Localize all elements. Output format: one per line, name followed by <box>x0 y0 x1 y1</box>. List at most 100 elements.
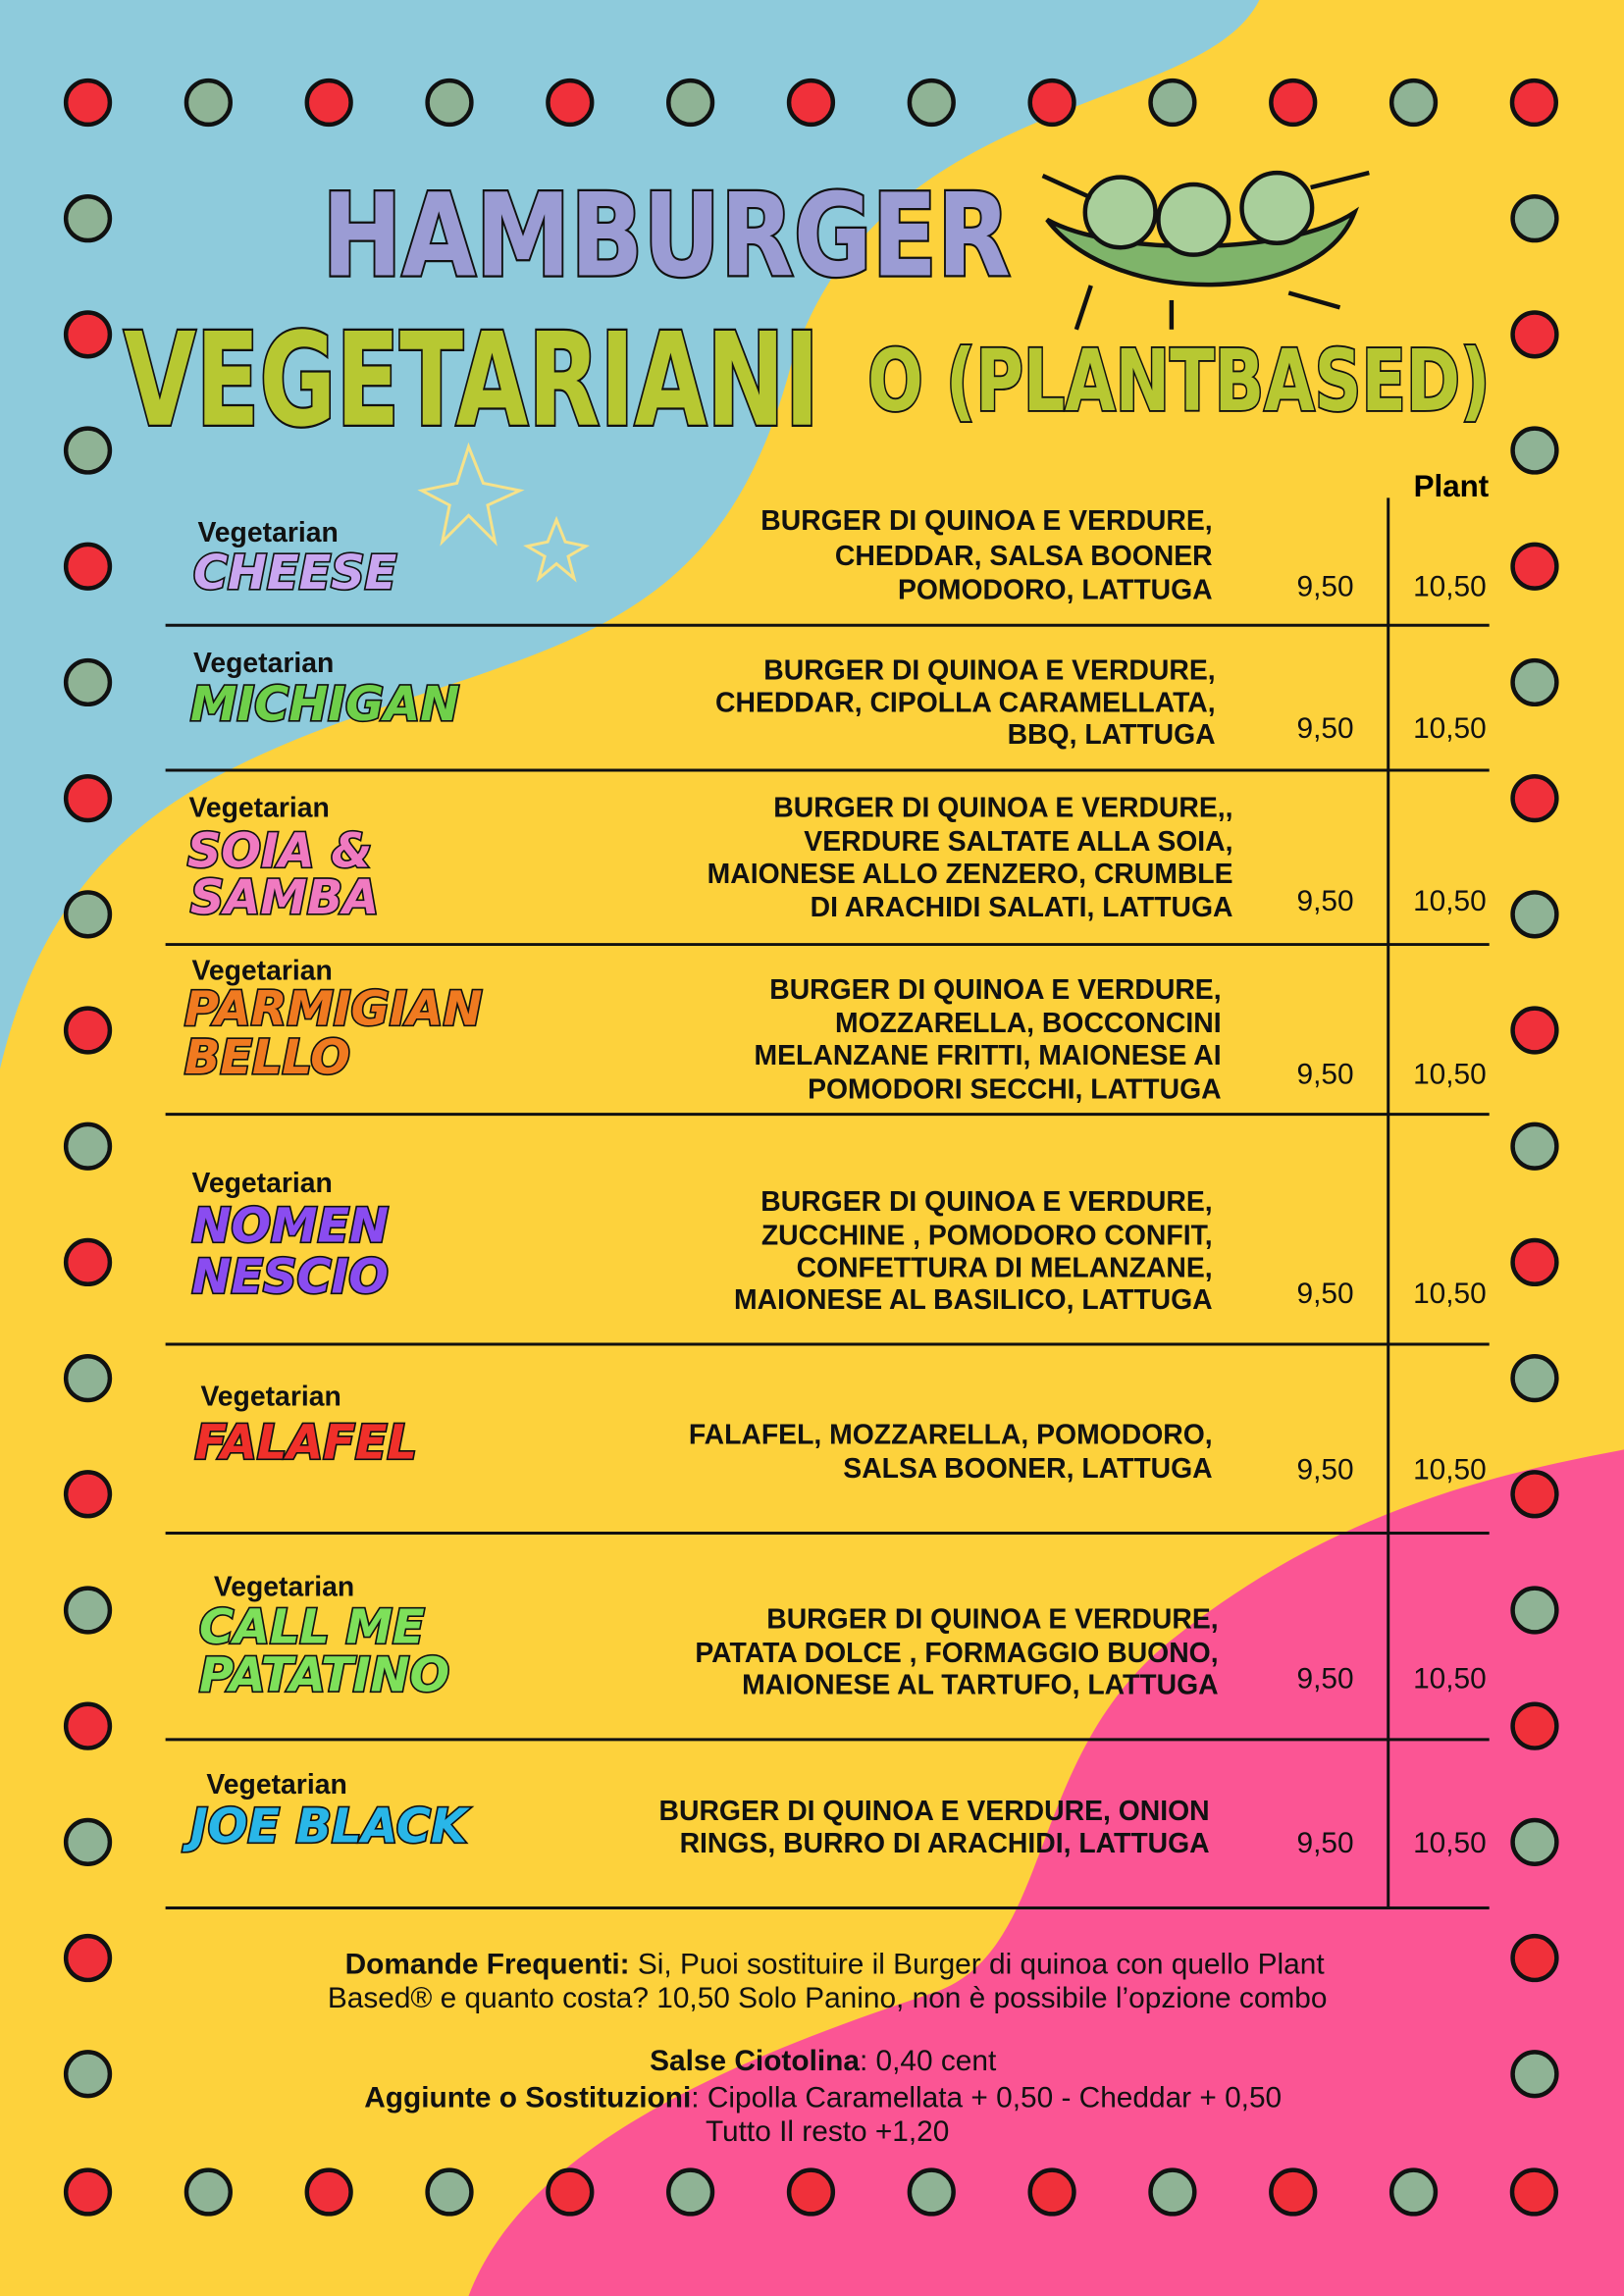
dot <box>63 1933 113 1983</box>
dot <box>63 310 113 359</box>
dot <box>1510 2050 1559 2099</box>
item-name: CALL ME <box>199 1600 425 1654</box>
item-name: PARMIGIAN <box>184 983 482 1037</box>
item-tag: Vegetarian <box>197 517 338 548</box>
item-tag: Vegetarian <box>214 1572 354 1603</box>
item-description: CONFETTURA DI MELANZANE, <box>797 1252 1213 1283</box>
item-description: CHEDDAR, CIPOLLA CARAMELLATA, <box>715 687 1216 718</box>
item-name: SOIA & <box>187 824 372 878</box>
dot <box>183 2167 233 2217</box>
item-plant-price: 10,50 <box>1413 1663 1487 1696</box>
dot <box>1388 2167 1439 2217</box>
item-description: CHEDDAR, SALSA BOONER <box>835 541 1213 572</box>
sauce-text: : 0,40 cent <box>860 2045 997 2077</box>
item-tag: Vegetarian <box>189 793 330 824</box>
extras-rest: Tutto Il resto +1,20 <box>706 2115 949 2148</box>
dot <box>1269 78 1318 128</box>
faq-label: Domande Frequenti: <box>345 1949 630 1981</box>
item-plant-price: 10,50 <box>1413 1278 1487 1310</box>
dot <box>63 1817 113 1866</box>
dot <box>1510 310 1559 359</box>
dot <box>786 2167 836 2217</box>
item-description: RINGS, BURRO DI ARACHIDI, LATTUGA <box>680 1828 1210 1859</box>
dot <box>1027 2167 1076 2217</box>
item-tag: Vegetarian <box>206 1769 346 1800</box>
dot <box>1510 1470 1559 1519</box>
dot <box>1510 194 1559 243</box>
item-price: 9,50 <box>1297 712 1354 745</box>
item-price: 9,50 <box>1297 1058 1354 1090</box>
item-plant-price: 10,50 <box>1413 1453 1487 1486</box>
dot <box>666 78 715 128</box>
dot <box>1510 1237 1559 1287</box>
item-description: BBQ, LATTUGA <box>1008 719 1216 751</box>
item-price: 9,50 <box>1297 885 1354 917</box>
dot <box>907 78 956 128</box>
dot <box>425 78 474 128</box>
dot <box>63 1122 113 1171</box>
item-tag: Vegetarian <box>191 1168 332 1199</box>
item-plant-price: 10,50 <box>1413 1827 1487 1859</box>
item-plant-price: 10,50 <box>1413 885 1487 917</box>
dot <box>63 426 113 475</box>
item-name: JOE BLACK <box>183 1800 470 1853</box>
item-plant-price: 10,50 <box>1413 712 1487 745</box>
dot <box>63 78 113 128</box>
extras-line: Aggiunte o Sostituzioni: Cipolla Caramel… <box>364 2081 1282 2113</box>
dot <box>63 1237 113 1287</box>
dot <box>1510 426 1559 475</box>
item-price: 9,50 <box>1297 1278 1354 1310</box>
item-price: 9,50 <box>1297 570 1354 602</box>
dot <box>63 1353 113 1403</box>
item-name: FALAFEL <box>194 1416 416 1470</box>
dot <box>1510 774 1559 823</box>
item-name: BELLO <box>184 1031 350 1085</box>
dot <box>63 2050 113 2099</box>
item-tag: Vegetarian <box>200 1382 341 1413</box>
dot <box>1510 1353 1559 1403</box>
item-description: POMODORI SECCHI, LATTUGA <box>808 1073 1221 1105</box>
dot <box>1510 542 1559 591</box>
plant-header: Plant <box>1414 469 1490 503</box>
item-description: BURGER DI QUINOA E VERDURE, <box>760 1186 1212 1218</box>
faq-text: Si, Puoi sostituire il Burger di quinoa … <box>630 1949 1326 1981</box>
item-description: MOZZARELLA, BOCCONCINI <box>835 1008 1222 1039</box>
item-description: SALSA BOONER, LATTUGA <box>843 1453 1212 1485</box>
dot <box>63 774 113 823</box>
item-name: PATATINO <box>199 1649 449 1703</box>
item-description: PATATA DOLCE , FORMAGGIO BUONO, <box>695 1638 1218 1669</box>
dot <box>63 657 113 707</box>
sauce-label: Salse Ciotolina <box>650 2045 860 2077</box>
item-description: FALAFEL, MOZZARELLA, POMODORO, <box>689 1419 1213 1450</box>
dot <box>1510 1122 1559 1171</box>
item-description: MAIONESE ALLO ZENZERO, CRUMBLE <box>707 859 1233 890</box>
item-price: 9,50 <box>1297 1663 1354 1696</box>
dot <box>1510 657 1559 707</box>
item-name: MICHIGAN <box>190 678 459 732</box>
dot <box>1510 1817 1559 1866</box>
dot <box>304 78 353 128</box>
dot <box>1269 2167 1318 2217</box>
item-plant-price: 10,50 <box>1413 1058 1487 1090</box>
item-name: CHEESE <box>193 547 396 600</box>
dot <box>1510 1933 1559 1983</box>
item-description: BURGER DI QUINOA E VERDURE, ONION <box>659 1796 1210 1827</box>
item-description: MELANZANE FRITTI, MAIONESE AI <box>755 1040 1222 1071</box>
dot <box>304 2167 353 2217</box>
dot <box>63 1006 113 1055</box>
peas-illustration <box>1041 170 1370 331</box>
item-description: ZUCCHINE , POMODORO CONFIT, <box>761 1220 1213 1251</box>
dot <box>1509 2167 1558 2217</box>
item-description: MAIONESE AL TARTUFO, LATTUGA <box>742 1670 1218 1701</box>
dot <box>1510 1701 1559 1750</box>
dot <box>907 2167 956 2217</box>
dot <box>63 1470 113 1519</box>
dot <box>1148 2167 1197 2217</box>
dot <box>1509 78 1558 128</box>
dot <box>63 1586 113 1635</box>
extras-text: : Cipolla Caramellata + 0,50 - Cheddar +… <box>691 2081 1282 2113</box>
item-plant-price: 10,50 <box>1413 570 1487 602</box>
item-price: 9,50 <box>1297 1827 1354 1859</box>
title-line1: HAMBURGER <box>322 171 1010 303</box>
